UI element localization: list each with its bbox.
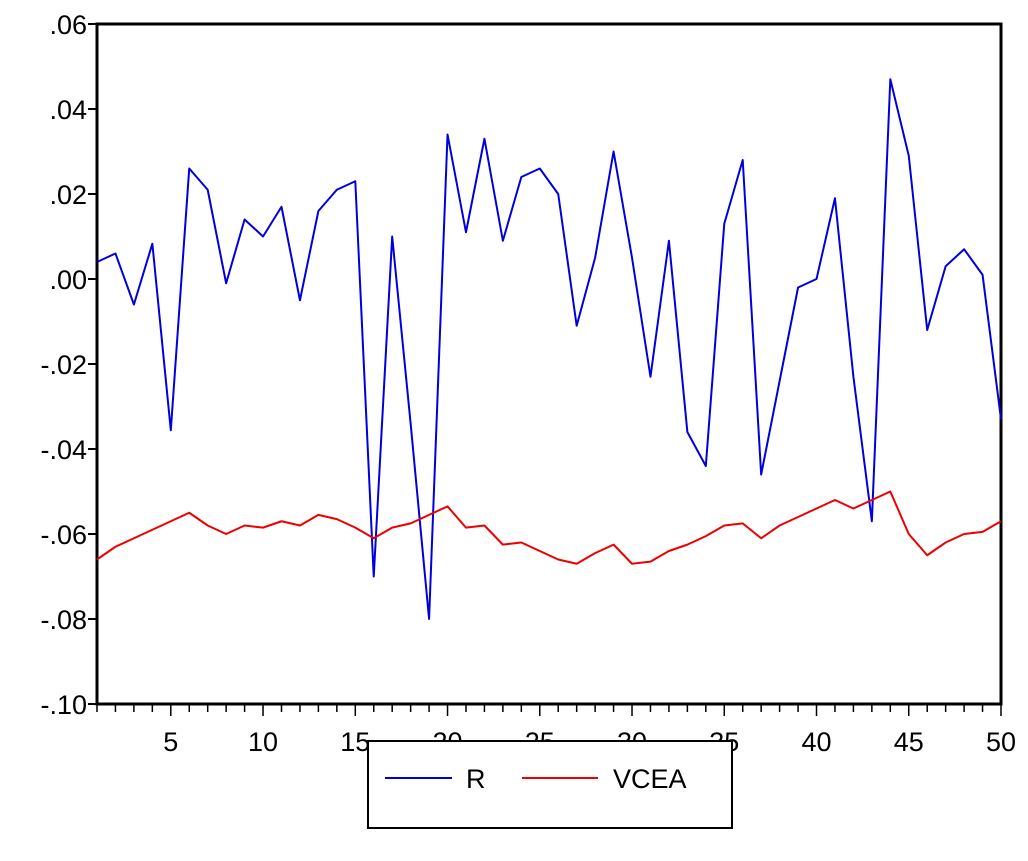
x-tick-label: 5 [163, 727, 178, 757]
y-tick-label: -.04 [40, 435, 87, 465]
series-line-r [96, 78, 1002, 620]
legend-label-vcea: VCEA [613, 764, 687, 794]
series-lines [96, 78, 1002, 620]
legend-box [367, 740, 733, 829]
y-tick-label: -.08 [40, 605, 87, 635]
y-tick-label: -.06 [40, 520, 87, 550]
y-tick-label: .02 [49, 180, 87, 210]
legend-label-r: R [466, 764, 486, 794]
x-tick-label: 45 [894, 727, 924, 757]
y-axis: .06 .04 .02 .00 -.02 -.04 -.06 -.08 -.10 [40, 10, 97, 720]
series-line-vcea [96, 490, 1002, 565]
y-tick-label: .04 [49, 95, 87, 125]
legend: R VCEA [367, 740, 733, 829]
y-tick-label: .06 [49, 10, 87, 40]
x-tick-label: 15 [340, 727, 370, 757]
x-tick-label: 10 [248, 727, 278, 757]
y-tick-label: -.10 [40, 690, 87, 720]
plot-frame [95, 22, 1003, 706]
x-tick-label: 50 [986, 727, 1016, 757]
x-tick-label: 40 [801, 727, 831, 757]
y-tick-label: -.02 [40, 350, 87, 380]
y-tick-label: .00 [49, 265, 87, 295]
